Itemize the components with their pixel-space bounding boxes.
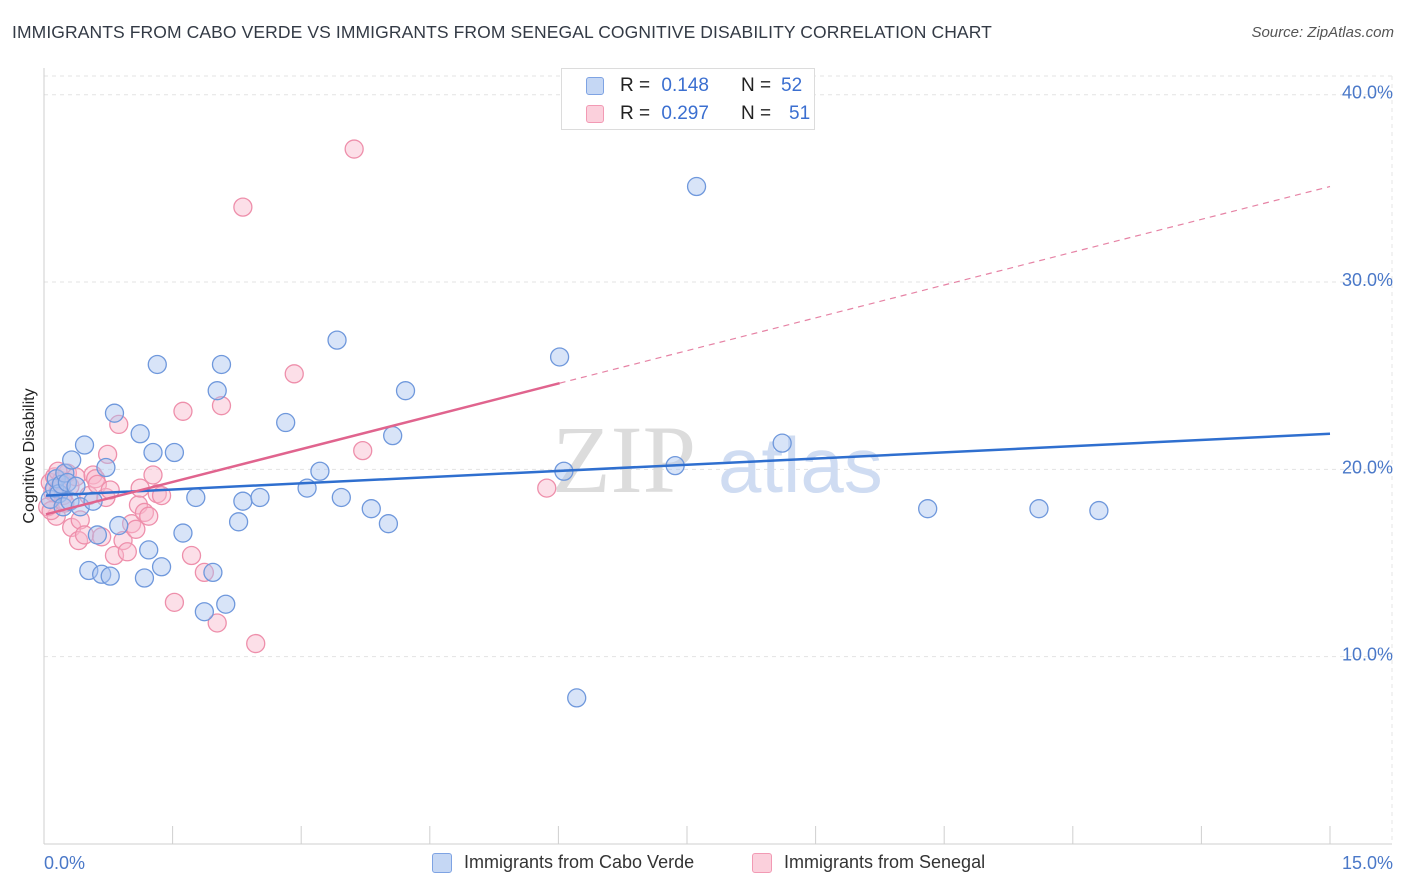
data-point-cabo-verde (151, 557, 172, 577)
data-point-cabo-verde (567, 688, 587, 708)
watermark-zip: ZIP (552, 406, 696, 513)
data-point-cabo-verde (228, 512, 249, 532)
data-point-senegal (173, 401, 193, 421)
data-point-cabo-verde (250, 487, 270, 508)
data-point-senegal (117, 542, 137, 562)
chart-title: IMMIGRANTS FROM CABO VERDE VS IMMIGRANTS… (12, 22, 992, 42)
data-point-cabo-verde (87, 525, 108, 545)
data-point-cabo-verde (147, 354, 167, 375)
legend-swatch-pink (752, 852, 772, 873)
data-point-senegal (284, 364, 304, 384)
data-point-cabo-verde (686, 176, 707, 197)
legend-swatch-pink (586, 105, 604, 123)
data-point-senegal (68, 530, 89, 551)
data-point-cabo-verde (1089, 500, 1109, 521)
y-axis-label: Cognitive Disability (21, 388, 38, 523)
data-point-cabo-verde (207, 381, 227, 401)
data-point-cabo-verde (164, 442, 185, 463)
r-label: R = (620, 103, 651, 124)
r-value: 0.148 (661, 75, 709, 96)
data-point-senegal (537, 478, 557, 498)
data-point-cabo-verde (211, 354, 232, 375)
y-tick-label: 10.0% (1342, 645, 1393, 665)
legend-item-cabo-verde: Immigrants from Cabo Verde (432, 852, 694, 873)
data-point-cabo-verde (383, 425, 403, 446)
data-point-senegal (246, 633, 266, 654)
data-point-cabo-verde (104, 403, 125, 423)
trend-line-cabo-verde (45, 432, 1331, 497)
n-label: N = (740, 103, 772, 124)
data-point-cabo-verde (378, 514, 399, 534)
data-point-cabo-verde (549, 347, 570, 367)
axes (43, 68, 1392, 845)
legend-swatch-blue (432, 852, 452, 873)
data-point-cabo-verde (109, 515, 129, 536)
data-point-cabo-verde (1029, 499, 1049, 519)
legend-swatch-blue (586, 77, 604, 95)
data-point-cabo-verde (194, 602, 215, 622)
data-point-senegal (143, 465, 163, 485)
data-point-cabo-verde (216, 594, 236, 614)
data-point-senegal (233, 197, 253, 217)
legend-item-senegal: Immigrants from Senegal (752, 852, 985, 873)
n-value: 52 (781, 75, 803, 96)
data-point-cabo-verde (772, 433, 792, 453)
data-point-senegal (344, 139, 364, 159)
trend-line-senegal-extension (559, 185, 1331, 384)
data-point-senegal (211, 396, 232, 416)
data-point-cabo-verde (134, 568, 155, 588)
legend-row-cabo-verde: R = 0.148 N = 52 (586, 74, 802, 98)
data-point-cabo-verde (233, 491, 253, 511)
r-label: R = (620, 75, 651, 96)
data-point-senegal (207, 613, 227, 633)
legend-row-senegal: R = 0.297 N = 51 (586, 102, 810, 126)
data-point-cabo-verde (276, 412, 296, 433)
watermark: ZIP atlas (552, 406, 883, 513)
data-point-cabo-verde (395, 381, 416, 401)
data-point-cabo-verde (186, 487, 206, 508)
data-point-senegal (113, 530, 133, 551)
data-point-cabo-verde (130, 424, 150, 444)
data-point-cabo-verde (100, 566, 120, 586)
data-point-cabo-verde (62, 450, 82, 470)
grid-lines (44, 75, 1393, 844)
data-point-senegal (353, 440, 373, 461)
n-value: 51 (789, 103, 811, 124)
data-point-cabo-verde (139, 540, 159, 560)
data-point-cabo-verde (143, 442, 163, 463)
trend-lines (45, 185, 1331, 516)
y-tick-label: 20.0% (1342, 457, 1393, 477)
data-point-cabo-verde (203, 562, 223, 583)
data-point-cabo-verde (173, 523, 193, 543)
correlation-legend: R = 0.148 N = 52 R = 0.297 N = 51 (561, 68, 815, 130)
x-tick-label: 0.0% (44, 853, 85, 873)
data-point-senegal (181, 545, 202, 566)
data-point-cabo-verde (66, 476, 86, 496)
data-point-cabo-verde (96, 457, 116, 478)
source-label: Source: ZipAtlas.com (1251, 24, 1394, 41)
y-tick-label: 30.0% (1342, 270, 1393, 290)
y-tick-label: 40.0% (1342, 83, 1393, 103)
legend-label: Immigrants from Senegal (784, 852, 986, 872)
data-point-cabo-verde (74, 435, 95, 455)
tick-labels: 10.0% 20.0% 30.0% 40.0% 0.0% 15.0% (44, 83, 1393, 873)
series-legend: Immigrants from Cabo Verde Immigrants fr… (0, 852, 1406, 878)
data-point-cabo-verde (361, 499, 381, 519)
x-tick-label: 15.0% (1342, 853, 1393, 873)
trend-line-senegal (45, 381, 560, 516)
data-point-cabo-verde (918, 499, 938, 519)
data-point-senegal (164, 592, 185, 613)
r-value: 0.297 (661, 103, 709, 124)
watermark-atlas: atlas (718, 421, 883, 509)
n-label: N = (740, 75, 772, 96)
data-point-cabo-verde (327, 330, 347, 350)
data-point-senegal (139, 506, 159, 526)
data-point-cabo-verde (310, 461, 330, 481)
data-point-senegal (109, 414, 129, 435)
data-point-senegal (70, 510, 90, 530)
legend-label: Immigrants from Cabo Verde (464, 852, 695, 872)
data-point-cabo-verde (331, 487, 351, 508)
